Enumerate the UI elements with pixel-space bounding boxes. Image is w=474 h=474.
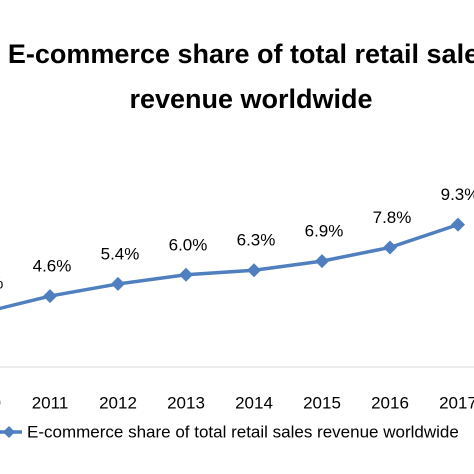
data-label: 9.3% bbox=[441, 185, 474, 204]
data-label: 7.8% bbox=[373, 208, 412, 227]
data-point bbox=[43, 289, 57, 304]
data-point bbox=[247, 263, 261, 278]
data-label: 4.6% bbox=[33, 257, 72, 276]
data-point bbox=[111, 276, 125, 291]
x-tick-label: 2012 bbox=[99, 393, 137, 412]
x-tick-label: 2011 bbox=[32, 393, 69, 412]
data-point bbox=[179, 267, 193, 282]
data-label: 5.4% bbox=[101, 244, 140, 263]
chart-title: revenue worldwide bbox=[129, 84, 372, 114]
data-point bbox=[383, 240, 397, 255]
chart-title: E-commerce share of total retail sales bbox=[8, 39, 474, 69]
data-label: 6.3% bbox=[237, 231, 276, 250]
data-label: 6.9% bbox=[305, 222, 344, 241]
data-label: 3.5% bbox=[0, 273, 3, 292]
x-tick-label: 2014 bbox=[235, 393, 273, 412]
x-tick-label: 2016 bbox=[371, 393, 409, 412]
data-point bbox=[451, 217, 465, 232]
legend-label: E-commerce share of total retail sales r… bbox=[27, 422, 459, 441]
x-tick-label: 2017 bbox=[439, 393, 474, 412]
data-point bbox=[315, 254, 329, 269]
x-tick-label: 2015 bbox=[303, 393, 341, 412]
data-label: 6.0% bbox=[169, 235, 208, 254]
x-tick-label: 2010 bbox=[0, 393, 1, 412]
series-line bbox=[0, 222, 459, 311]
x-tick-label: 2013 bbox=[167, 393, 205, 412]
legend-swatch bbox=[3, 426, 15, 438]
